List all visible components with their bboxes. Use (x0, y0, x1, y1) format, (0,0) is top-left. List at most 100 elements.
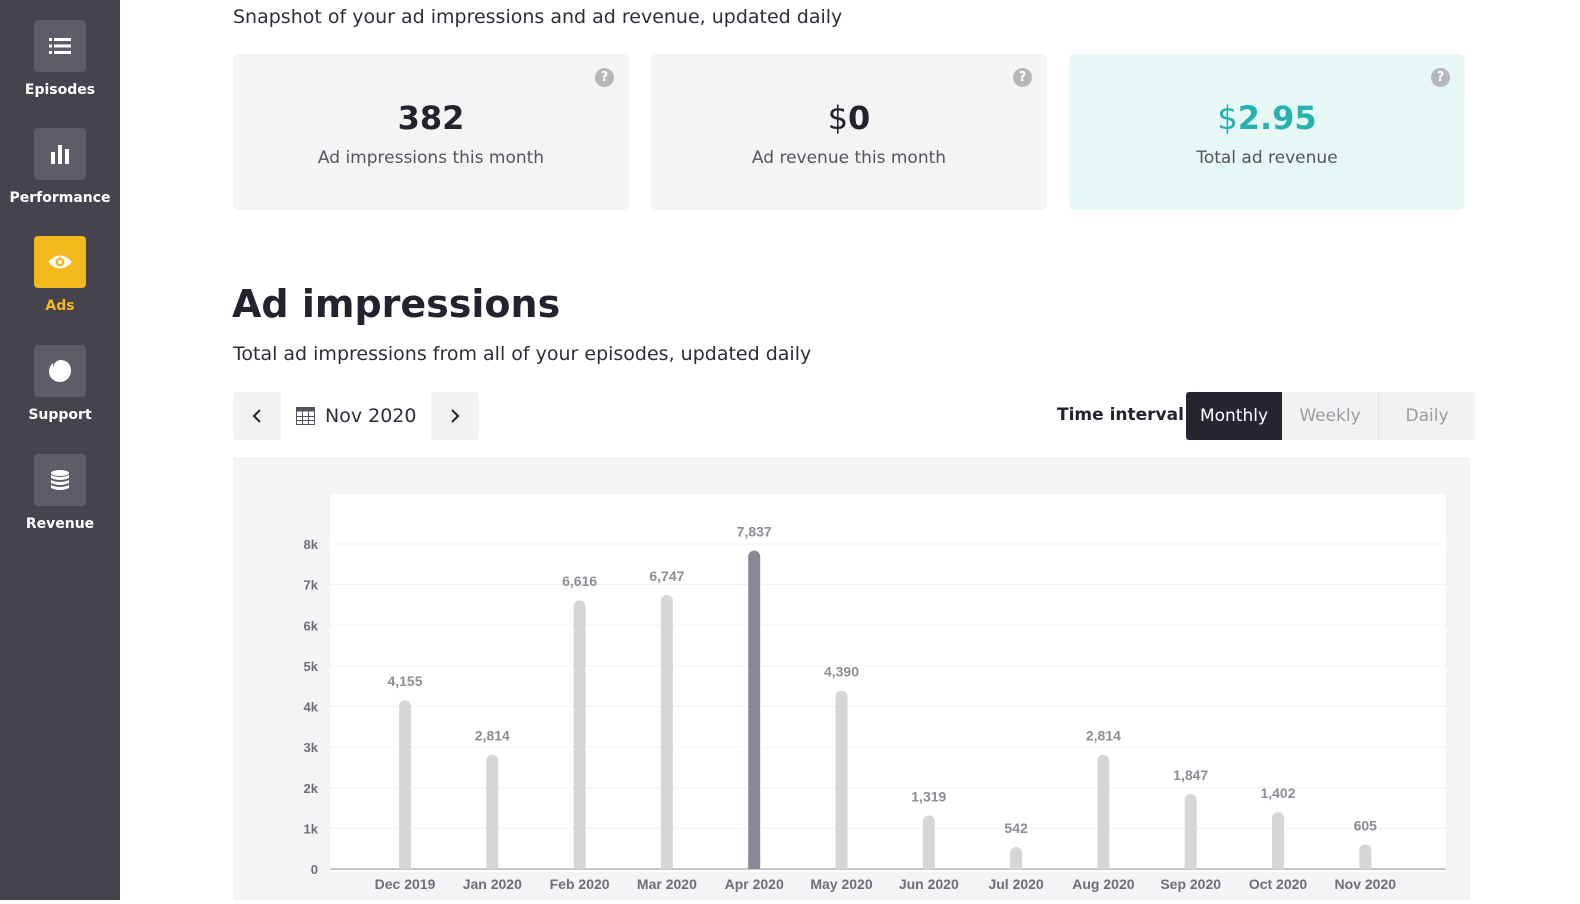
data-label: 1,402 (1260, 785, 1295, 801)
impressions-month-card: ? 382 Ad impressions this month (233, 54, 629, 210)
card-value: 382 (233, 99, 629, 137)
data-label: 542 (1004, 820, 1028, 836)
y-tick-label: 2k (304, 781, 319, 796)
data-label: 2,814 (1086, 728, 1121, 744)
interval-monthly-button[interactable]: Monthly (1186, 392, 1282, 440)
sidebar-item-label: Revenue (25, 516, 95, 532)
next-month-button[interactable] (431, 392, 479, 440)
card-label: Ad impressions this month (317, 148, 545, 168)
card-value: $2.95 (1069, 99, 1465, 137)
bar (1359, 844, 1372, 869)
x-tick-label: Oct 2020 (1249, 876, 1308, 892)
bar (922, 863, 935, 869)
x-tick-label: May 2020 (810, 876, 872, 892)
date-picker[interactable]: Nov 2020 (296, 392, 416, 440)
x-tick-label: Feb 2020 (550, 876, 610, 892)
y-tick-label: 5k (304, 659, 319, 674)
previous-month-button[interactable] (233, 392, 281, 440)
eye-icon (34, 236, 86, 288)
y-tick-label: 7k (304, 578, 319, 593)
sidebar-item-label: Episodes (24, 82, 96, 98)
card-label: Total ad revenue (1196, 148, 1338, 168)
data-label: 7,837 (737, 524, 772, 540)
sidebar-item-label: Ads (45, 298, 75, 314)
bar (1097, 754, 1110, 869)
chevron-left-icon (252, 409, 261, 423)
coins-icon (34, 454, 86, 506)
bar (1184, 863, 1197, 869)
x-tick-label: Dec 2019 (375, 876, 436, 892)
x-tick-label: Apr 2020 (725, 876, 784, 892)
chat-bubble-icon (34, 345, 86, 397)
x-tick-label: Nov 2020 (1335, 876, 1397, 892)
sidebar-item-label: Support (28, 407, 92, 423)
x-tick-label: Mar 2020 (637, 876, 697, 892)
calendar-icon (296, 407, 315, 425)
y-tick-label: 0 (311, 862, 318, 877)
sidebar: Episodes Performance Ads Support (0, 0, 120, 900)
bar (1184, 793, 1197, 869)
bar (1097, 863, 1110, 869)
sidebar-item-revenue[interactable]: Revenue (0, 454, 120, 532)
x-tick-label: Jul 2020 (988, 876, 1043, 892)
bar (1359, 863, 1372, 869)
data-label: 2,814 (475, 728, 510, 744)
card-value: $0 (651, 99, 1047, 137)
bar (486, 863, 499, 869)
bar (660, 863, 673, 869)
interval-daily-button[interactable]: Daily (1378, 392, 1475, 440)
bar (1272, 863, 1284, 869)
data-label: 6,616 (562, 573, 597, 589)
bar (486, 754, 499, 869)
help-icon[interactable]: ? (1013, 68, 1032, 87)
ad-impressions-chart: 0 1k 2k 3k 4k 5k 6k 7k 8k 4,155 Dec 2019 2,814 Jan 2… (304, 494, 1446, 892)
interval-weekly-button[interactable]: Weekly (1282, 392, 1378, 440)
bar (660, 594, 673, 869)
bar (835, 690, 848, 869)
y-tick-label: 8k (304, 537, 319, 552)
bar (748, 550, 761, 869)
x-tick-label: Jan 2020 (463, 876, 522, 892)
plot-area (330, 494, 1446, 872)
chevron-right-icon (451, 409, 460, 423)
x-tick-label: Aug 2020 (1072, 876, 1134, 892)
y-tick-label: 6k (304, 618, 319, 633)
card-number: 2.95 (1237, 99, 1317, 137)
bar (573, 600, 586, 869)
y-tick-label: 4k (304, 700, 319, 715)
sidebar-item-ads[interactable]: Ads (0, 236, 120, 314)
bar (1010, 863, 1023, 869)
data-label: 605 (1354, 817, 1378, 833)
card-currency: $ (827, 99, 849, 137)
data-label: 4,390 (824, 664, 859, 680)
card-label: Ad revenue this month (751, 148, 947, 168)
bar-chart-icon (34, 128, 86, 180)
bar (748, 863, 761, 869)
help-icon[interactable]: ? (595, 68, 614, 87)
bar (922, 815, 935, 869)
card-number: 382 (397, 99, 465, 137)
sidebar-item-episodes[interactable]: Episodes (0, 20, 120, 98)
bar (1272, 812, 1284, 869)
bar (835, 863, 848, 869)
section-subtitle: Total ad impressions from all of your ep… (233, 343, 812, 365)
sidebar-item-performance[interactable]: Performance (0, 128, 120, 206)
y-tick-label: 1k (304, 821, 319, 836)
date-label: Nov 2020 (325, 405, 417, 427)
revenue-month-card: ? $0 Ad revenue this month (651, 54, 1047, 210)
list-icon (34, 20, 86, 72)
data-label: 6,747 (649, 568, 684, 584)
sidebar-item-support[interactable]: Support (0, 345, 120, 423)
total-revenue-card: ? $2.95 Total ad revenue (1069, 54, 1465, 210)
data-label: 1,319 (911, 788, 946, 804)
bar (573, 863, 586, 869)
sidebar-item-label: Performance (9, 190, 111, 206)
data-label: 4,155 (387, 673, 422, 689)
help-icon[interactable]: ? (1431, 68, 1450, 87)
chart-container: 0 1k 2k 3k 4k 5k 6k 7k 8k 4,155 Dec 2019 2,814 Jan 2… (233, 457, 1470, 900)
data-label: 1,847 (1173, 767, 1208, 783)
bar (399, 863, 411, 869)
section-title: Ad impressions (232, 282, 561, 326)
snapshot-subtitle: Snapshot of your ad impressions and ad r… (233, 6, 843, 28)
card-number: 0 (848, 99, 871, 137)
